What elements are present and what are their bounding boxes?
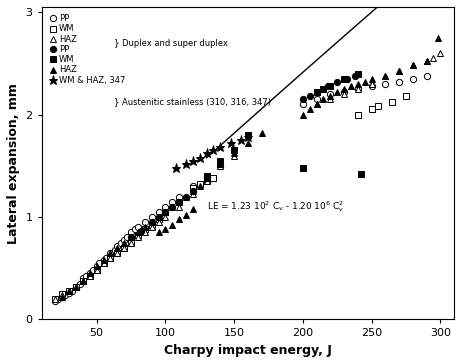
X-axis label: Charpy impact energy, J: Charpy impact energy, J: [164, 344, 332, 357]
Legend: PP, WM, HAZ, PP, WM, HAZ, WM & HAZ, 347: PP, WM, HAZ, PP, WM, HAZ, WM & HAZ, 347: [48, 13, 127, 86]
Text: } Austenitic stainless (310, 316, 347): } Austenitic stainless (310, 316, 347): [114, 97, 271, 106]
Text: } Duplex and super duplex: } Duplex and super duplex: [114, 39, 228, 48]
Text: LE = 1.23 10$^{2}$ C$_v$ - 1.20 10$^{6}$ C$_v^{2}$: LE = 1.23 10$^{2}$ C$_v$ - 1.20 10$^{6}$…: [207, 199, 344, 214]
Y-axis label: Lateral expansion, mm: Lateral expansion, mm: [7, 83, 20, 244]
